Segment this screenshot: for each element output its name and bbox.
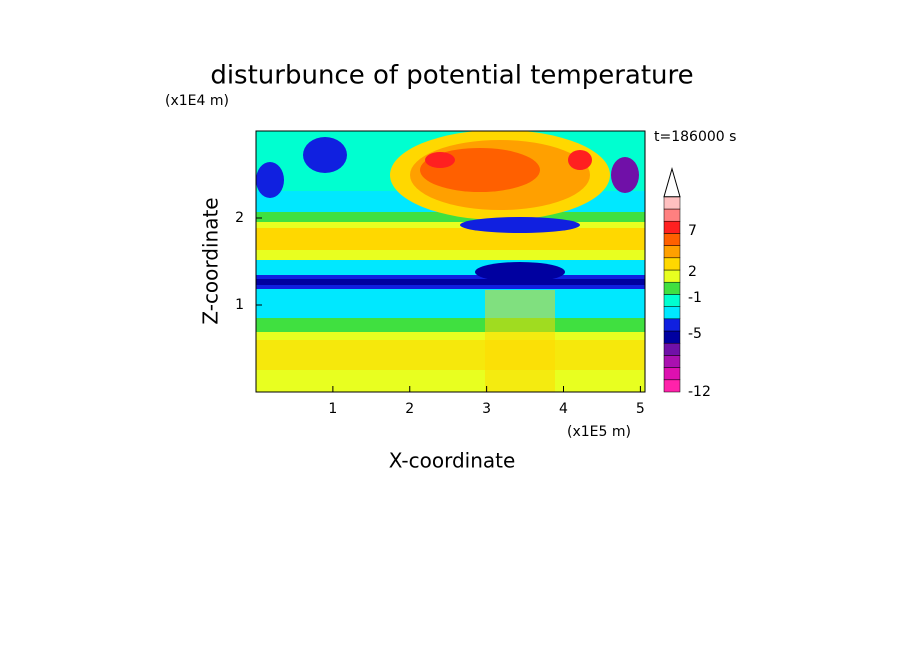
colorbar-label: -5	[688, 326, 702, 342]
x-axis-label: X-coordinate	[389, 449, 516, 473]
colorbar-label: -12	[688, 384, 711, 400]
colorbar-box	[663, 318, 681, 332]
colorbar-box	[663, 233, 681, 246]
y-tick-label: 2	[235, 210, 244, 226]
colorbar-box	[663, 245, 681, 259]
colorbar-box	[663, 379, 681, 393]
x-unit: (x1E5 m)	[567, 424, 631, 440]
colorbar-box	[663, 196, 681, 210]
colorbar-label: 2	[688, 264, 697, 280]
x-tick-label: 2	[405, 401, 414, 417]
x-tick-label: 4	[559, 401, 568, 417]
colorbar-label: 7	[688, 223, 697, 239]
x-tick-label: 1	[328, 401, 337, 417]
colorbar-box	[663, 220, 681, 234]
plot-frame	[255, 130, 646, 393]
y-axis-label: Z-coordinate	[199, 197, 223, 324]
colorbar-label: -1	[688, 290, 702, 306]
x-tick-label: 3	[482, 401, 491, 417]
x-tick-label: 5	[636, 401, 645, 417]
colorbar-box	[663, 306, 681, 320]
y-unit: (x1E4 m)	[165, 93, 229, 109]
colorbar-box	[663, 367, 681, 381]
colorbar-box	[663, 294, 681, 307]
colorbar-box	[663, 330, 681, 344]
colorbar-box	[663, 342, 681, 356]
contour-field	[256, 131, 645, 392]
y-tick-label: 1	[235, 297, 244, 313]
time-label: t=186000 s	[654, 129, 736, 145]
colorbar-box	[663, 281, 681, 295]
colorbar-box	[663, 269, 681, 283]
colorbar-box	[663, 355, 681, 368]
colorbar-box	[663, 257, 681, 271]
chart-title: disturbunce of potential temperature	[210, 61, 693, 91]
colorbar-arrow	[663, 166, 681, 198]
colorbar-box	[663, 208, 681, 222]
